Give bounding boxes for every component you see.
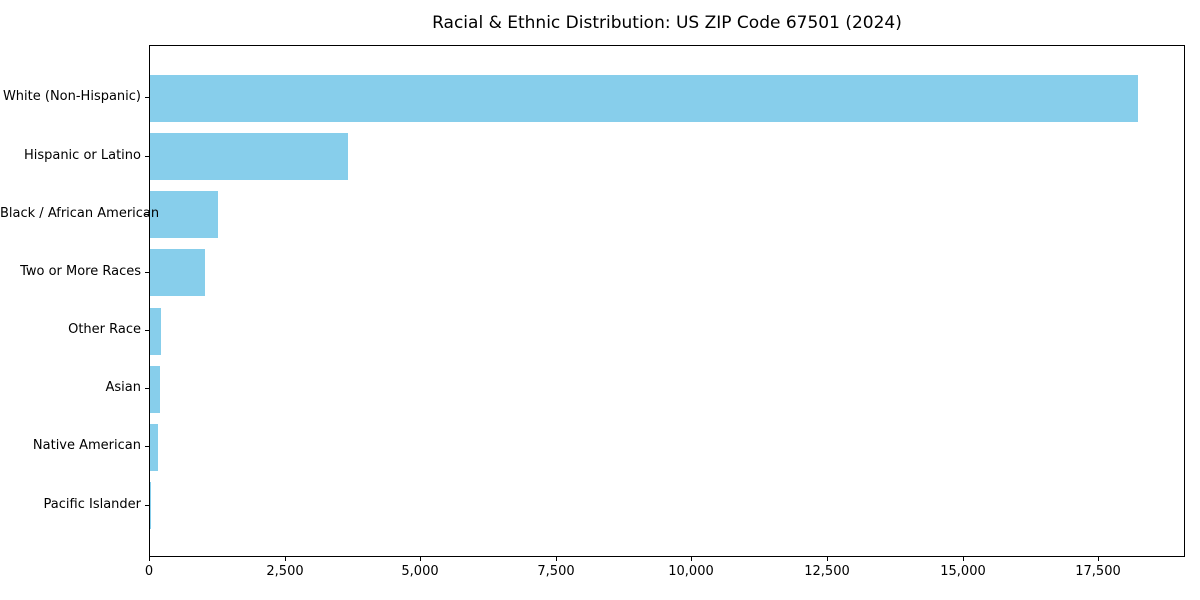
x-axis-tick-label: 12,500	[804, 564, 850, 579]
y-axis-label: White (Non-Hispanic)	[2, 89, 141, 104]
bar-native-american	[150, 424, 159, 471]
y-axis-label: Hispanic or Latino	[23, 148, 141, 163]
y-axis-label: Other Race	[68, 322, 141, 337]
bar-asian	[150, 366, 161, 413]
y-axis-label: Pacific Islander	[43, 497, 141, 512]
y-axis-label: Asian	[105, 380, 141, 395]
y-axis-label: Native American	[32, 438, 141, 453]
bar-two-or-more-races	[150, 249, 206, 296]
x-axis-tick	[1098, 557, 1099, 561]
y-axis-label: Black / African American	[0, 206, 160, 221]
x-axis-tick	[556, 557, 557, 561]
x-axis-tick-label: 5,000	[401, 564, 439, 579]
y-axis-label: Two or More Races	[20, 264, 141, 279]
y-axis-tick	[145, 156, 149, 157]
x-axis-tick	[420, 557, 421, 561]
x-axis-tick-label: 10,000	[668, 564, 714, 579]
x-axis-tick	[691, 557, 692, 561]
x-axis-tick-label: 15,000	[940, 564, 986, 579]
chart-title: Racial & Ethnic Distribution: US ZIP Cod…	[432, 13, 902, 33]
bar-white-non-hispanic	[150, 75, 1139, 122]
x-axis-tick	[285, 557, 286, 561]
x-axis-tick	[963, 557, 964, 561]
y-axis-tick	[145, 330, 149, 331]
plot-area	[149, 45, 1185, 557]
y-axis-tick	[145, 97, 149, 98]
x-axis-tick-label: 2,500	[266, 564, 304, 579]
x-axis-tick-label: 0	[144, 564, 154, 579]
bar-hispanic-or-latino	[150, 133, 348, 180]
y-axis-tick	[145, 388, 149, 389]
bar-pacific-islander	[150, 482, 151, 529]
x-axis-tick	[827, 557, 828, 561]
y-axis-tick	[145, 214, 149, 215]
y-axis-tick	[145, 505, 149, 506]
bar-black-african-american	[150, 191, 219, 238]
y-axis-tick	[145, 272, 149, 273]
x-axis-tick-label: 7,500	[537, 564, 575, 579]
x-axis-tick-label: 17,500	[1075, 564, 1121, 579]
bar-other-race	[150, 308, 162, 355]
y-axis-tick	[145, 446, 149, 447]
x-axis-tick	[149, 557, 150, 561]
